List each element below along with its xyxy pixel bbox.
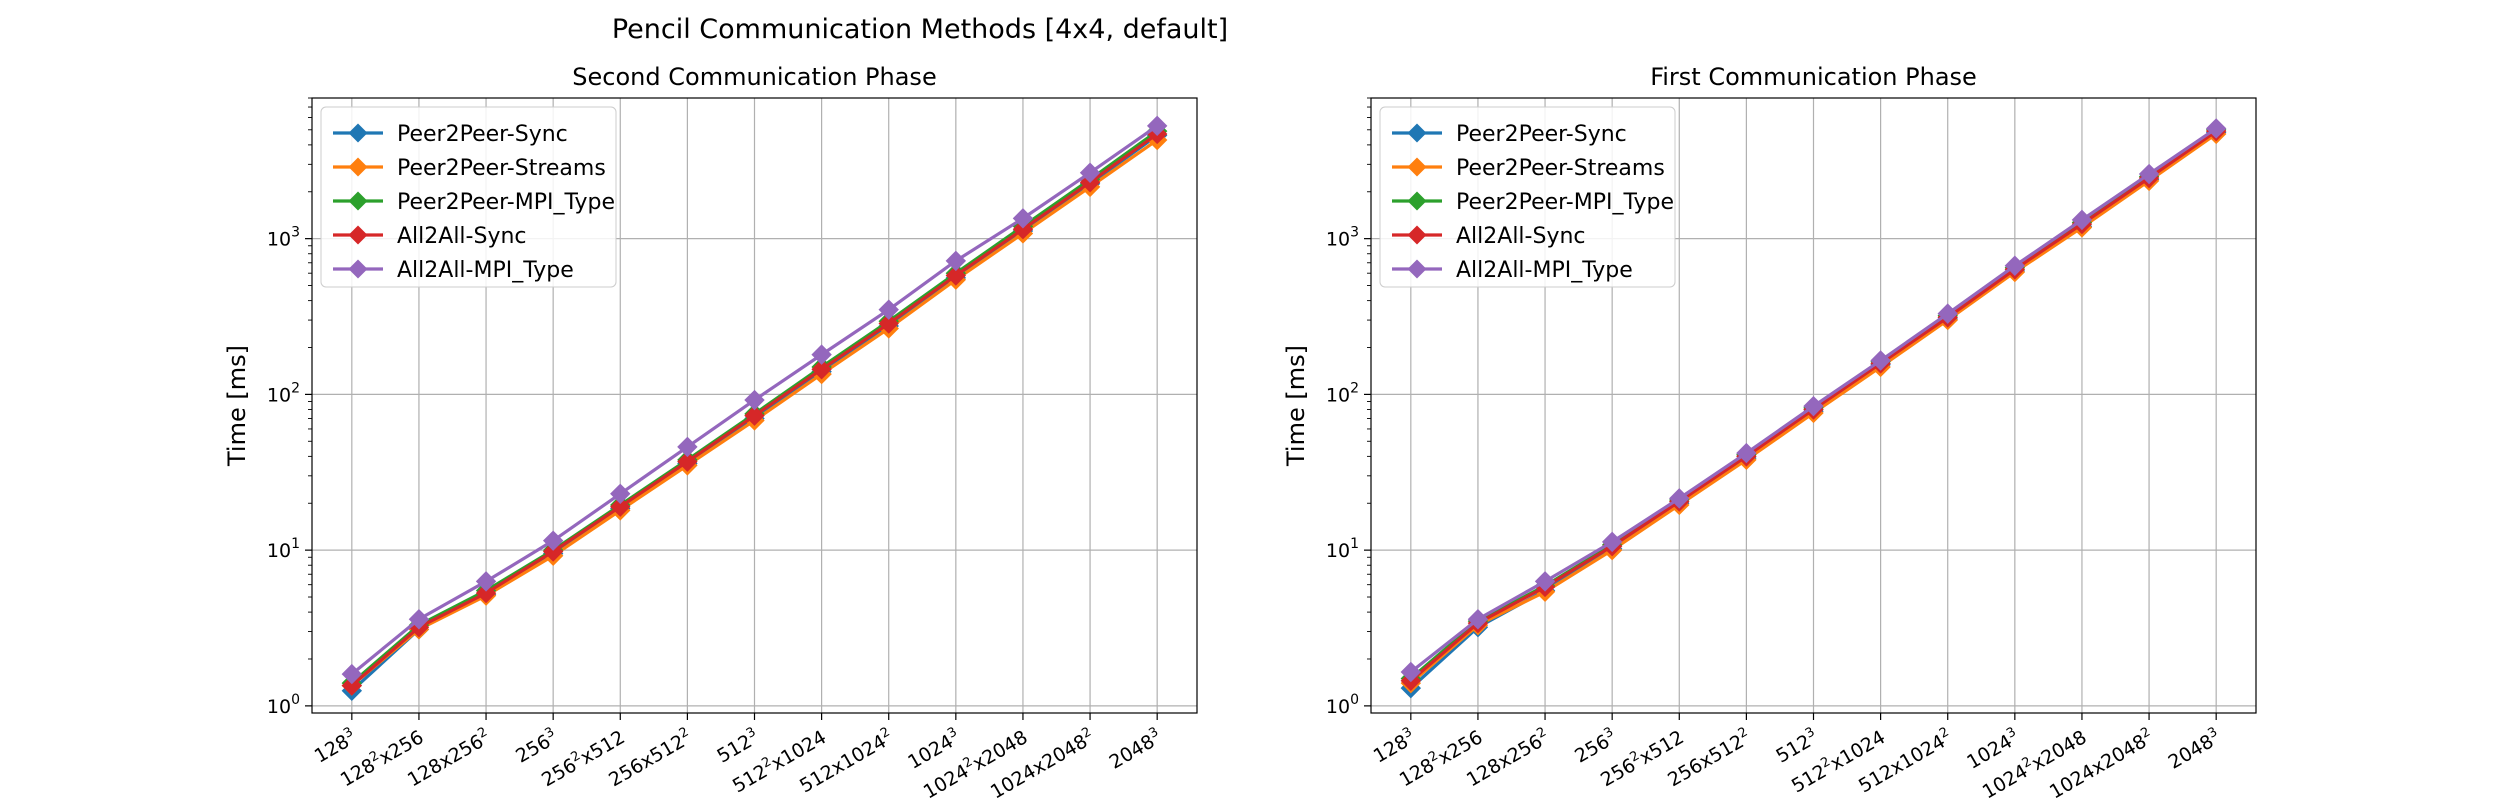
data-point (2004, 255, 2026, 276)
legend: Peer2Peer-Sync Peer2Peer-Streams Peer2Peer… (1379, 106, 1676, 288)
data-point (1400, 661, 1422, 683)
x-tick-label: 5123 (1771, 725, 1822, 768)
data-point (2071, 209, 2093, 231)
legend-swatch-marker (348, 225, 368, 245)
data-point (1012, 218, 1034, 240)
series-All2All-MPI_Type (341, 115, 1168, 685)
data-point (341, 663, 363, 685)
data-point (475, 582, 497, 604)
data-point (878, 313, 899, 334)
data-point (542, 530, 564, 551)
data-point (341, 675, 363, 696)
legend-swatch-marker (348, 157, 368, 177)
y-tick-label: 103 (1326, 225, 1359, 251)
x-tick-label: 1283 (1369, 725, 1420, 768)
y-tick-label: 100 (1326, 692, 1359, 718)
data-point (945, 265, 967, 286)
y-tick-label: 102 (267, 380, 300, 406)
data-point (2205, 118, 2227, 139)
legend-swatch-marker (348, 259, 368, 279)
legend-swatch-marker (1407, 157, 1427, 177)
data-point (1146, 115, 1168, 137)
legend-label: Peer2Peer-MPI_Type (1456, 190, 1674, 215)
data-point (1803, 395, 1824, 417)
data-point (1669, 488, 1690, 509)
legend-label: Peer2Peer-Sync (397, 122, 568, 147)
y-axis-label: Time [ms] (223, 345, 251, 467)
data-point (475, 571, 497, 592)
data-point (1736, 442, 1757, 464)
legend-box (1379, 106, 1676, 288)
legend-swatch-marker (1407, 225, 1427, 245)
data-point (610, 483, 631, 505)
legend-label: Peer2Peer-Streams (397, 156, 606, 181)
y-tick-label: 100 (267, 692, 300, 718)
x-tick-label: 20483 (2164, 725, 2225, 774)
data-point (744, 389, 765, 411)
y-tick-label: 101 (1326, 536, 1359, 562)
axes-title: First Communication Phase (1650, 63, 1977, 91)
data-point (677, 436, 698, 458)
legend-label: All2All-Sync (397, 224, 527, 249)
legend: Peer2Peer-Sync Peer2Peer-Streams Peer2Peer… (320, 106, 617, 288)
x-tick-label: 1283 (310, 725, 361, 768)
data-point (610, 496, 631, 517)
x-tick-label: 2563 (511, 725, 562, 768)
legend-label: All2All-MPI_Type (397, 258, 574, 283)
data-point (1079, 162, 1101, 183)
data-point (878, 299, 899, 320)
legend-swatch-marker (1407, 191, 1427, 211)
x-tick-label: 2563 (1570, 725, 1621, 768)
data-point (542, 541, 564, 562)
x-tick-label: 20483 (1105, 725, 1166, 774)
y-axis-label: Time [ms] (1282, 345, 1310, 467)
legend-swatch-marker (1407, 123, 1427, 143)
legend-label: Peer2Peer-Streams (1456, 156, 1665, 181)
figure-title: Pencil Communication Methods [4x4, defau… (612, 14, 1228, 45)
legend-label: All2All-MPI_Type (1456, 258, 1633, 283)
data-point (1937, 303, 1958, 324)
x-tick-label: 5123 (712, 725, 763, 768)
data-point (1534, 571, 1556, 592)
data-point (1467, 609, 1489, 630)
data-point (1601, 531, 1623, 553)
legend-label: Peer2Peer-Sync (1456, 122, 1627, 147)
legend-swatch-marker (348, 191, 368, 211)
data-point (408, 609, 430, 630)
legend-swatch-marker (348, 123, 368, 143)
data-point (744, 405, 765, 426)
data-point (677, 451, 698, 472)
series-All2All-MPI_Type (1400, 118, 2227, 683)
y-tick-label: 102 (1326, 380, 1359, 406)
y-tick-label: 101 (267, 536, 300, 562)
legend-box (320, 106, 617, 288)
legend-label: Peer2Peer-MPI_Type (397, 190, 615, 215)
data-point (945, 250, 967, 272)
axes-title: Second Communication Phase (572, 63, 936, 91)
legend-label: All2All-Sync (1456, 224, 1586, 249)
data-point (1012, 208, 1034, 229)
data-point (811, 344, 832, 365)
data-point (811, 359, 832, 380)
data-point (2138, 163, 2160, 185)
legend-swatch-marker (1407, 259, 1427, 279)
data-point (1870, 350, 1891, 371)
y-tick-label: 103 (267, 225, 300, 251)
